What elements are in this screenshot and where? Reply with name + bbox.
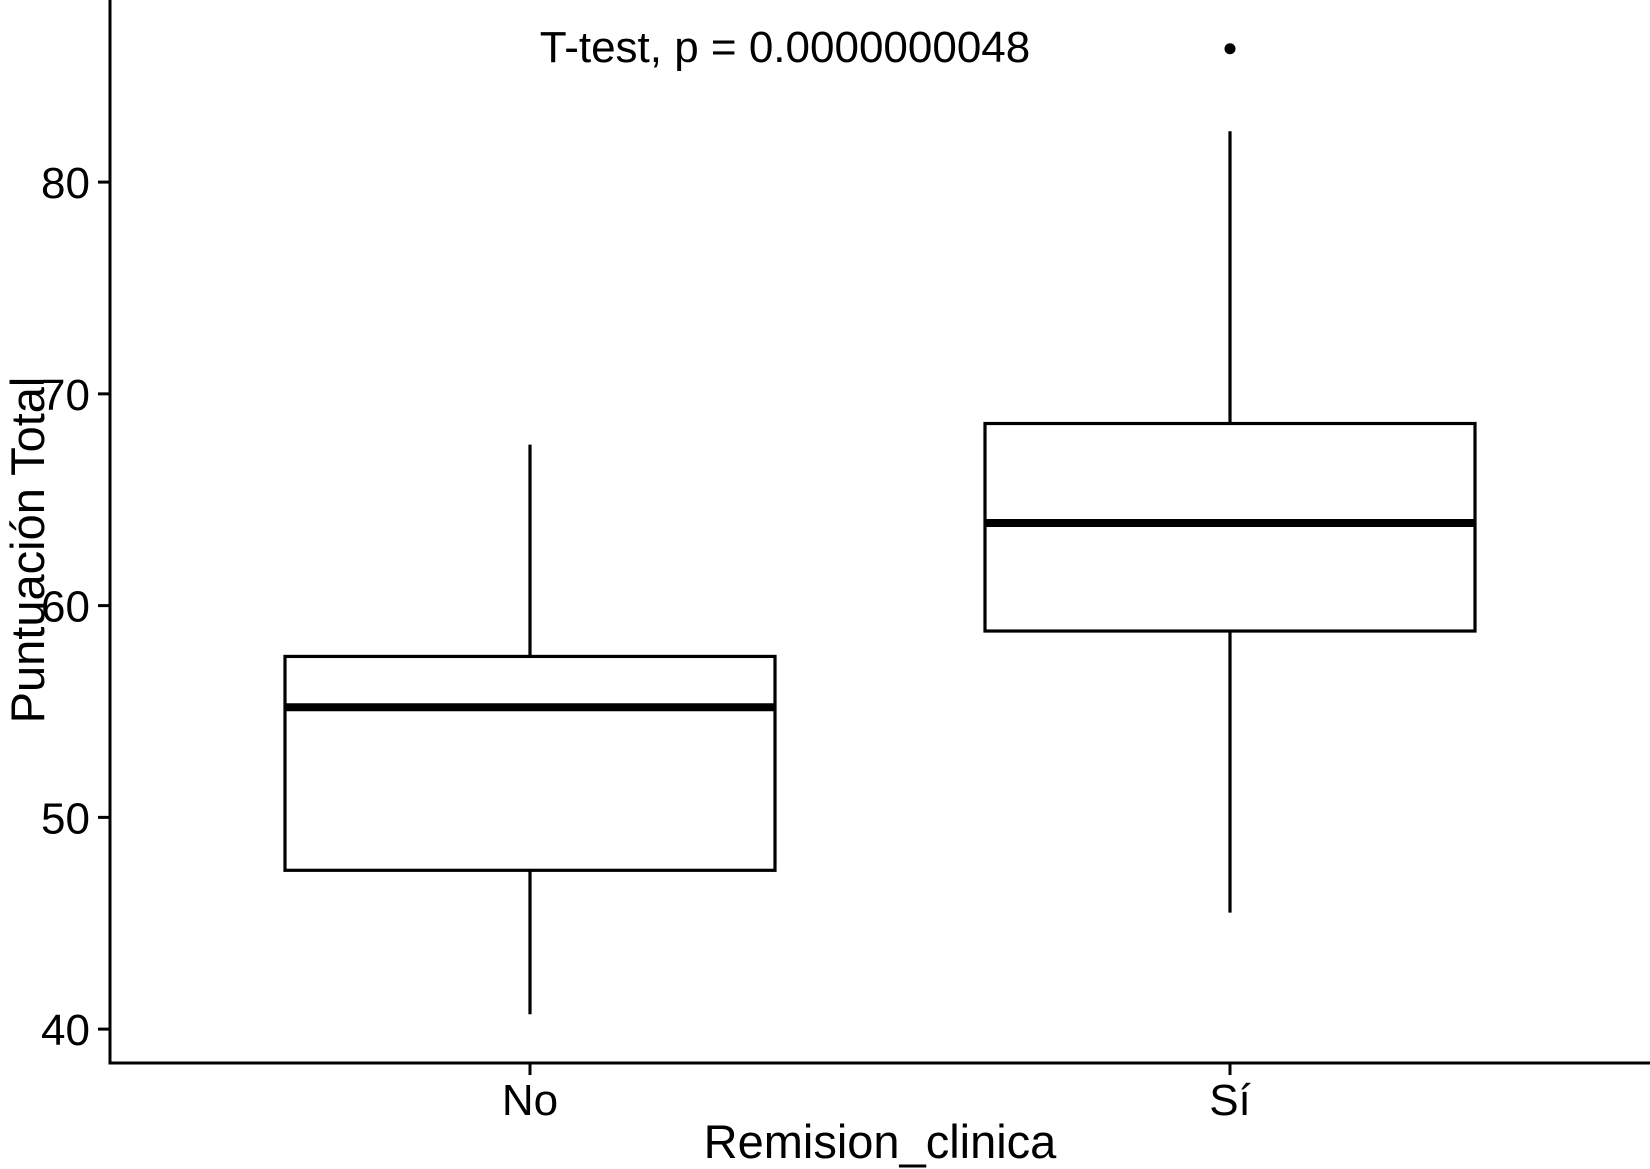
x-tick-label: No [502, 1076, 558, 1125]
y-tick-label: 70 [41, 371, 90, 420]
y-tick-label: 60 [41, 583, 90, 632]
iqr-box [283, 654, 777, 872]
outlier-point [1224, 43, 1236, 55]
x-tick-label: Sí [1209, 1076, 1251, 1125]
y-tick-label: 80 [41, 159, 90, 208]
x-axis-title: Remision_clinica [704, 1115, 1057, 1168]
iqr-box [983, 421, 1477, 633]
y-tick-label: 50 [41, 794, 90, 843]
y-tick-label: 40 [41, 1006, 90, 1055]
stat-test-annotation: T-test, p = 0.0000000048 [540, 23, 1031, 72]
chart-plot-area: 40 50 60 70 80 No Sí [41, 0, 1650, 1125]
y-axis-title: Puntuación Total [1, 377, 54, 724]
